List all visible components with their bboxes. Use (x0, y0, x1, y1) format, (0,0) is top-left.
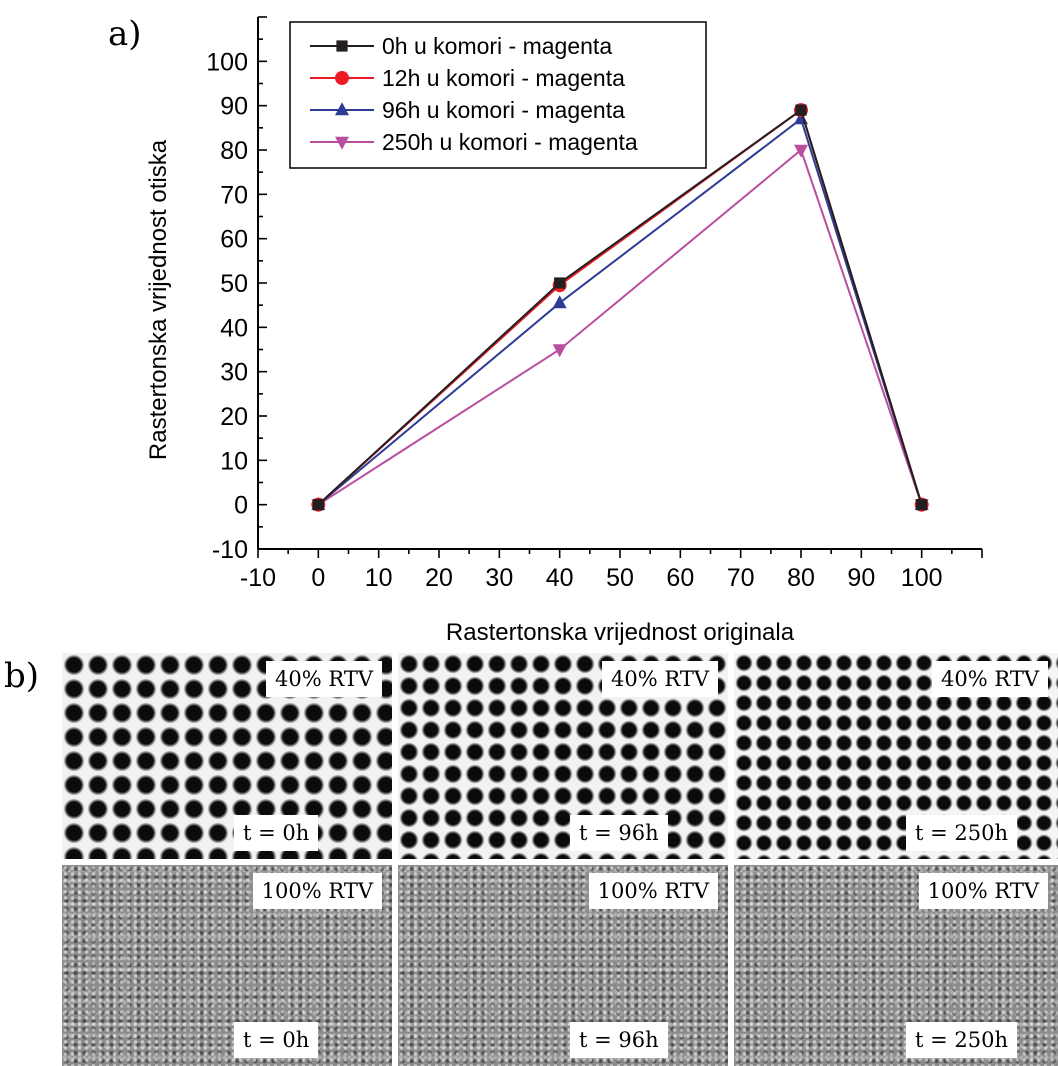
x-tick-label: 50 (606, 564, 634, 592)
legend-entry: 96h u komori - magenta (382, 97, 625, 123)
x-tick-label: 10 (365, 564, 393, 592)
data-point (335, 136, 349, 150)
data-point (552, 295, 567, 309)
y-tick-label: 20 (220, 403, 248, 431)
series-square (312, 104, 928, 511)
y-tick-label: 30 (220, 359, 248, 387)
data-point (554, 277, 566, 289)
data-point (335, 71, 349, 85)
legend-entry: 12h u komori - magenta (382, 65, 625, 91)
x-tick-label: 20 (425, 564, 453, 592)
legend-entry: 250h u komori - magenta (382, 129, 638, 155)
x-tick-label: 0 (311, 564, 325, 592)
rtv-label: 40% RTV (602, 661, 718, 697)
y-tick-label: 90 (220, 93, 248, 121)
series-triangle-down (311, 144, 929, 513)
data-point (794, 144, 808, 158)
x-tick-label: 100 (901, 564, 943, 592)
rtv-label: 100% RTV (252, 873, 382, 909)
y-axis-label: Rastertonska vrijednost otiska (145, 139, 172, 460)
rtv-label: 40% RTV (932, 661, 1048, 697)
micrograph-100-col3: 100% RTV t = 250h (734, 865, 1058, 1066)
data-point (336, 40, 348, 52)
y-tick-label: 0 (234, 492, 248, 520)
x-tick-label: 70 (727, 564, 755, 592)
data-point (552, 344, 567, 358)
time-label: t = 96h (570, 1022, 668, 1058)
rtv-label: 40% RTV (266, 661, 382, 697)
y-tick-label: 80 (220, 137, 248, 165)
series-line (317, 108, 923, 506)
rtv-label: 100% RTV (918, 873, 1048, 909)
y-tick-label: 70 (220, 181, 248, 209)
time-label: t = 250h (906, 1022, 1017, 1058)
series-line (317, 148, 923, 506)
x-tick-label: 60 (666, 564, 694, 592)
y-tick-label: 60 (220, 226, 248, 254)
micrograph-100-col2: 100% RTV t = 96h (398, 865, 728, 1066)
chart-ticks: -10 0 10 20 30 40 50 60 70 80 90 100 -10 0 10 20 30 40 50 6… (206, 16, 983, 592)
series-line (317, 117, 923, 506)
micrograph-40-col3: 40% RTV t = 250h (734, 653, 1058, 859)
y-tick-label: 50 (220, 270, 248, 298)
time-label: t = 0h (234, 815, 319, 851)
y-tick-label: 100 (206, 48, 248, 76)
time-label: t = 0h (234, 1022, 319, 1058)
x-tick-label: 90 (847, 564, 875, 592)
y-tick-label: -10 (212, 536, 248, 564)
panel-label-a: a) (108, 14, 142, 54)
y-tick-label: 40 (220, 314, 248, 342)
time-label: t = 96h (570, 815, 668, 851)
y-tick-label: 10 (220, 447, 248, 475)
line-chart: -10 0 10 20 30 40 50 60 70 80 90 100 -10 0 10 20 30 40 50 6… (145, 16, 983, 646)
x-tick-label: -10 (240, 564, 276, 592)
rtv-label: 100% RTV (588, 873, 718, 909)
data-point (312, 499, 324, 511)
data-point (916, 499, 928, 511)
x-tick-label: 30 (485, 564, 513, 592)
micrograph-40-col2: 40% RTV t = 96h (398, 653, 728, 859)
micrograph-100-col1: 100% RTV t = 0h (62, 865, 392, 1066)
x-tick-label: 40 (546, 564, 574, 592)
chart-series (311, 103, 929, 513)
data-point (335, 102, 349, 116)
x-tick-label: 80 (787, 564, 815, 592)
time-label: t = 250h (906, 815, 1017, 851)
chart-legend: 0h u komori - magenta 12h u komori - mage… (289, 21, 707, 169)
x-axis-label: Rastertonska vrijednost originala (446, 619, 795, 646)
micrograph-40-col1: 40% RTV t = 0h (62, 653, 392, 859)
micrograph-grid: 40% RTV t = 0h 100% RTV t = 0h 40% RTV t… (62, 653, 1058, 1066)
legend-entry: 0h u komori - magenta (382, 33, 612, 59)
data-point (795, 104, 807, 116)
panel-label-b: b) (4, 656, 40, 696)
